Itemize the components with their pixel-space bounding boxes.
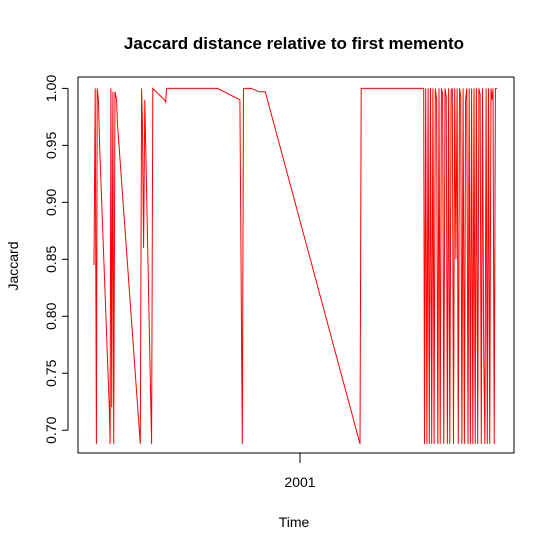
y-axis-label: Jaccard	[5, 241, 21, 290]
x-tick-label: 2001	[284, 474, 315, 490]
y-tick-label: 0.70	[43, 416, 59, 443]
y-axis: 0.70 0.75 0.80 0.85 0.90 0.95 1.00	[43, 75, 69, 444]
y-tick-label: 0.85	[43, 245, 59, 272]
x-axis: 2001	[284, 453, 316, 490]
y-tick-label: 0.80	[43, 302, 59, 329]
series-layer	[93, 87, 497, 445]
series-line	[93, 87, 497, 445]
plot-area-frame	[77, 76, 515, 454]
y-tick-label: 1.00	[43, 75, 59, 102]
y-tick-label: 0.75	[43, 359, 59, 386]
x-axis-label: Time	[279, 514, 310, 530]
y-tick-label: 0.95	[43, 132, 59, 159]
y-tick-label: 0.90	[43, 188, 59, 215]
chart-title: Jaccard distance relative to first memen…	[124, 34, 464, 53]
